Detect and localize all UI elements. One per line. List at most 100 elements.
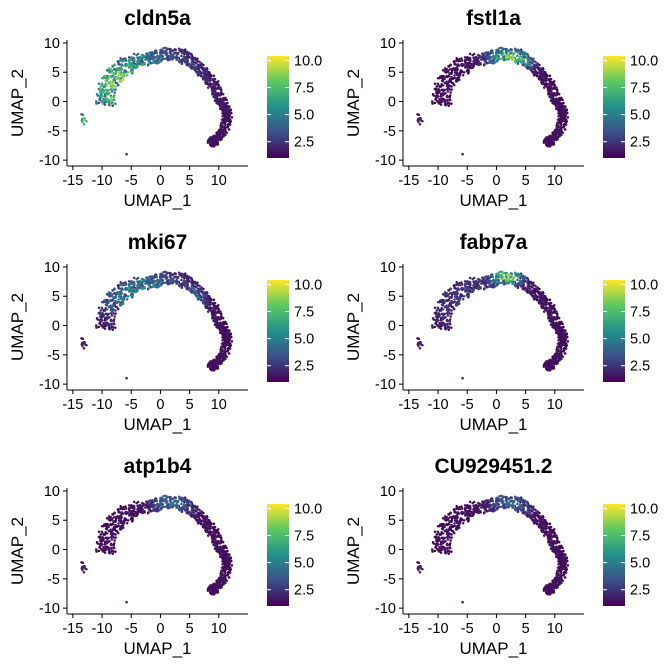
data-point <box>495 53 499 56</box>
data-point <box>211 145 214 148</box>
scatter-points <box>80 494 234 604</box>
data-point <box>221 339 224 342</box>
data-point <box>559 124 563 127</box>
data-point <box>108 75 112 78</box>
data-point <box>184 57 187 60</box>
data-point <box>196 281 199 284</box>
data-point <box>175 54 179 58</box>
data-point <box>549 84 553 87</box>
data-point <box>513 47 517 50</box>
data-point <box>182 282 185 285</box>
data-point <box>97 82 101 85</box>
y-tick-label: -5 <box>383 124 396 140</box>
data-point <box>101 102 105 105</box>
data-point <box>120 289 123 292</box>
data-point <box>184 61 187 64</box>
data-point <box>483 287 486 290</box>
x-tick-label: 0 <box>156 397 164 413</box>
data-point <box>170 273 173 276</box>
data-point <box>446 82 449 85</box>
data-point <box>227 128 231 131</box>
data-point <box>417 337 421 340</box>
data-point <box>457 300 461 303</box>
scatter-points <box>80 270 234 380</box>
data-point <box>455 69 458 72</box>
data-point <box>109 67 112 71</box>
data-point <box>177 284 181 287</box>
data-point <box>417 113 421 116</box>
data-point <box>230 116 234 119</box>
data-point <box>102 84 105 88</box>
data-point <box>228 345 232 348</box>
data-point <box>115 76 118 80</box>
data-point <box>177 276 180 279</box>
data-point <box>501 48 505 51</box>
data-point <box>130 280 133 283</box>
data-point <box>117 285 120 288</box>
data-point <box>532 281 535 284</box>
data-point <box>558 111 561 115</box>
data-point <box>553 138 557 142</box>
data-point <box>551 96 555 99</box>
data-point <box>219 105 223 109</box>
scatter-points <box>416 46 570 156</box>
data-point <box>531 71 534 74</box>
data-point <box>492 284 496 288</box>
data-point <box>209 139 212 143</box>
data-point <box>469 282 472 285</box>
data-point <box>122 59 126 63</box>
colorbar-label: 2.5 <box>630 135 650 151</box>
data-point <box>439 103 443 106</box>
data-point <box>162 271 165 274</box>
data-point <box>556 354 560 357</box>
data-point <box>213 92 216 96</box>
data-point <box>520 61 523 64</box>
data-point <box>226 118 229 122</box>
data-point <box>156 60 160 64</box>
data-point <box>438 84 441 88</box>
colorbar-label: 5.0 <box>630 108 650 124</box>
data-point <box>217 98 220 101</box>
data-point <box>556 130 560 133</box>
data-point <box>561 131 564 134</box>
data-point <box>153 56 157 59</box>
data-point <box>542 86 546 89</box>
data-point <box>221 356 225 360</box>
data-point <box>477 280 481 283</box>
data-point <box>445 95 449 99</box>
data-point <box>190 56 193 60</box>
data-point <box>437 102 441 105</box>
data-point <box>542 73 545 77</box>
data-point <box>109 291 112 295</box>
y-axis-title: UMAP_2 <box>344 293 363 361</box>
data-point <box>458 302 461 306</box>
data-point <box>557 330 561 333</box>
data-point <box>445 319 449 323</box>
data-point <box>513 52 516 55</box>
data-point <box>159 277 163 280</box>
y-tick-label: -10 <box>375 153 396 169</box>
data-point <box>553 129 557 133</box>
data-point <box>472 288 476 292</box>
data-point <box>557 106 561 109</box>
data-point <box>518 279 522 283</box>
panel-3: fabp7a-15 -10 -5 0 5 10-10-50510UMAP_1UMAP_21… <box>344 231 658 434</box>
data-point <box>560 327 563 330</box>
data-point <box>526 56 529 60</box>
data-point <box>537 77 541 80</box>
data-point <box>562 347 566 350</box>
x-tick-label: -15 <box>398 173 419 189</box>
data-point <box>220 333 224 336</box>
data-point <box>212 364 216 368</box>
data-point <box>224 344 228 348</box>
data-point <box>116 290 119 294</box>
data-point <box>456 79 459 82</box>
data-point <box>469 66 472 70</box>
data-point <box>132 52 136 56</box>
data-point <box>124 507 128 510</box>
data-point <box>109 319 113 323</box>
data-point <box>520 57 523 60</box>
data-point <box>165 272 169 275</box>
data-point <box>430 324 434 327</box>
